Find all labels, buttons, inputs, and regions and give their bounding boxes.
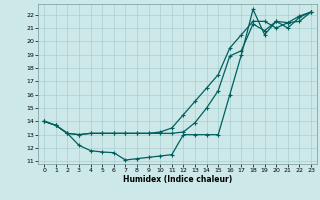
X-axis label: Humidex (Indice chaleur): Humidex (Indice chaleur) [123,175,232,184]
